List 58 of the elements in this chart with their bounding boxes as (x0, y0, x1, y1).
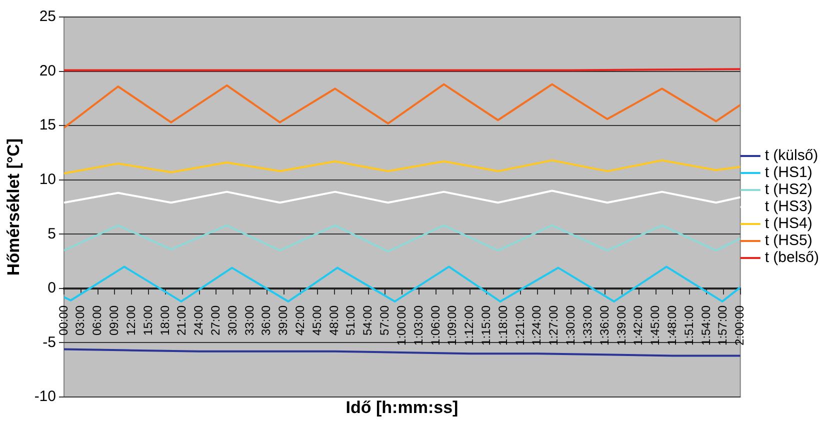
x-axis-title: Idő [h:mm:ss] (344, 398, 460, 418)
x-tick-label: 45:00 (310, 305, 324, 336)
legend-label: t (HS5) (764, 232, 812, 250)
y-axis-title: Hőmérséklet [°C] (4, 138, 23, 276)
x-tick-label: 18:00 (158, 305, 172, 336)
x-tick-label: 1:18:00 (496, 305, 510, 346)
legend-label: t (HS4) (764, 215, 812, 232)
x-tick-label: 15:00 (140, 305, 155, 336)
x-tick-label: 36:00 (259, 305, 274, 336)
x-tick-label: 00:00 (56, 305, 70, 336)
y-tick-label: 15 (39, 116, 56, 134)
x-tick-label: 1:30:00 (564, 305, 578, 346)
x-tick-label: 1:48:00 (664, 305, 679, 346)
x-tick-label: 1:06:00 (428, 305, 442, 346)
x-tick-label: 54:00 (360, 305, 375, 336)
x-tick-label: 12:00 (124, 305, 138, 336)
x-tick-label: 1:36:00 (597, 305, 612, 346)
x-tick-label: 1:03:00 (411, 305, 426, 346)
y-tick-label: -5 (42, 334, 56, 351)
x-tick-label: 33:00 (242, 305, 256, 336)
x-tick-label: 1:24:00 (530, 305, 544, 346)
x-tick-label: 2:00:00 (732, 305, 747, 346)
legend-label: t (HS2) (764, 181, 812, 198)
x-tick-label: 1:42:00 (631, 305, 646, 346)
x-tick-label: 1:51:00 (682, 305, 696, 346)
x-tick-label: 1:39:00 (614, 305, 628, 346)
x-tick-label: 39:00 (276, 305, 290, 336)
x-tick-label: 57:00 (378, 305, 392, 336)
x-tick-label: 42:00 (293, 305, 308, 336)
x-tick-label: 1:45:00 (648, 305, 662, 346)
legend-label: t (külső) (764, 147, 818, 164)
x-tick-label: 1:15:00 (479, 305, 494, 346)
x-tick-label: 1:33:00 (580, 305, 594, 346)
legend-label: t (HS3) (764, 198, 812, 216)
x-tick-label: 1:57:00 (716, 305, 730, 346)
x-tick-label: 48:00 (326, 305, 341, 336)
x-tick-label: 27:00 (208, 305, 222, 336)
y-tick-label: 25 (39, 8, 56, 26)
legend-label: t (HS1) (764, 164, 812, 182)
x-tick-label: 1:21:00 (512, 305, 527, 346)
y-tick-label: -10 (34, 388, 56, 406)
x-tick-label: 1:09:00 (445, 305, 460, 346)
x-tick-label: 1:27:00 (546, 305, 561, 346)
y-tick-label: 0 (48, 280, 56, 297)
x-tick-label: 24:00 (192, 305, 206, 336)
x-tick-label: 1:00:00 (394, 305, 408, 346)
legend-label: t (belső) (764, 249, 820, 266)
y-tick-label: 10 (39, 171, 56, 188)
x-tick-label: 1:54:00 (698, 305, 713, 346)
x-tick-label: 51:00 (344, 305, 358, 336)
x-tick-label: 21:00 (174, 305, 189, 336)
x-tick-label: 09:00 (107, 305, 122, 336)
x-tick-label: 30:00 (225, 305, 240, 336)
y-tick-label: 20 (39, 62, 56, 80)
x-tick-label: 03:00 (73, 305, 88, 336)
x-tick-label: 1:12:00 (462, 305, 476, 346)
y-tick-label: 5 (48, 225, 56, 242)
x-tick-label: 06:00 (90, 305, 104, 336)
